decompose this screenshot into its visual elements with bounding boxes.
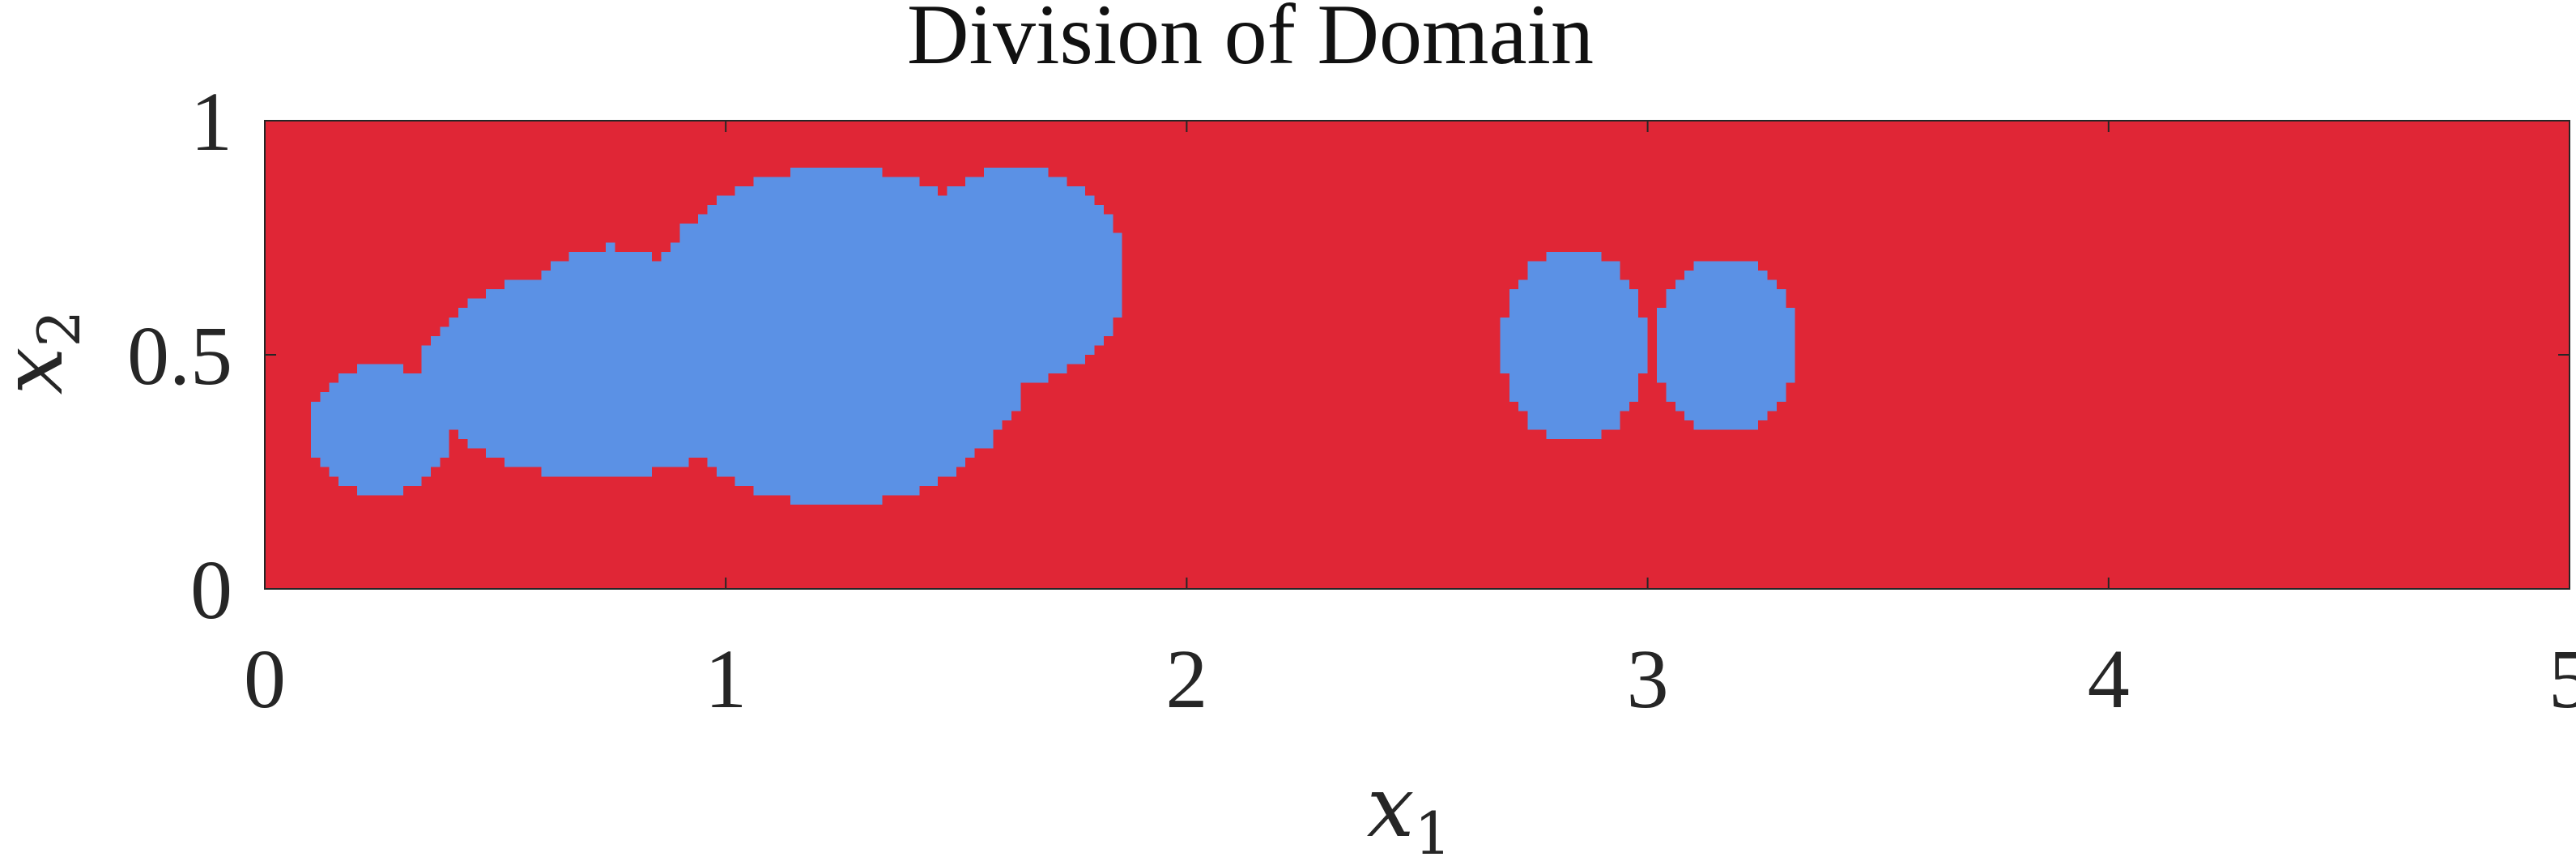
x-axis-label-base: x [1367, 757, 1415, 856]
y-tick-label: 1 [190, 75, 232, 168]
y-axis-ticks: 00.51 [127, 75, 2570, 637]
x-tick-label: 2 [1165, 633, 1207, 726]
x-axis-label: x1 [1367, 757, 1451, 857]
y-tick-label: 0.5 [127, 309, 232, 403]
y-axis-label-subscript: 2 [25, 310, 93, 347]
x-tick-label: 4 [2088, 633, 2130, 726]
x-axis-ticks: 0 1 2 3 4 5 [244, 121, 2576, 726]
y-axis-label: x2 [0, 310, 93, 394]
plot-area [264, 120, 2570, 590]
subdomain-region [310, 167, 1795, 505]
x-tick-label: 0 [244, 633, 286, 726]
x-tick-label: 3 [1627, 633, 1669, 726]
chart-title: Division of Domain [907, 0, 1594, 82]
x-tick-label: 5 [2548, 633, 2576, 726]
x-tick-label: 1 [705, 633, 747, 726]
x-axis-label-subscript: 1 [1414, 799, 1451, 857]
y-axis-label-base: x [0, 347, 82, 395]
y-tick-label: 0 [190, 544, 232, 637]
